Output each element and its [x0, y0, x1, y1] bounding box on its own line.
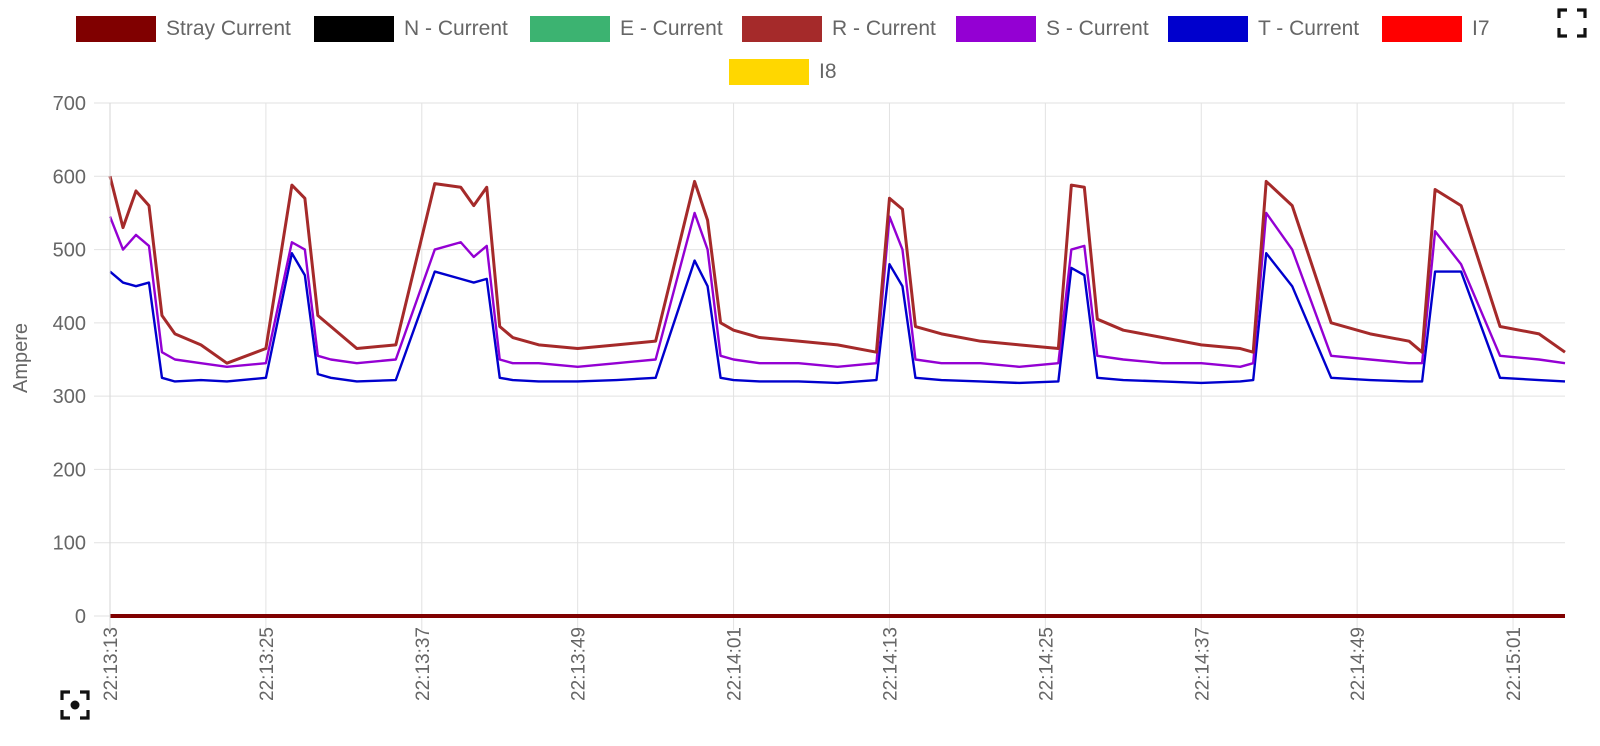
y-tick-label: 400 [53, 313, 86, 335]
legend-label: T - Current [1258, 17, 1360, 40]
legend-label: E - Current [620, 17, 723, 40]
legend-label: I7 [1472, 17, 1490, 40]
legend-swatch [1382, 16, 1462, 42]
legend-item-r-current[interactable]: R - Current [742, 16, 936, 42]
legend-label: Stray Current [166, 17, 291, 40]
legend-item-e-current[interactable]: E - Current [530, 16, 723, 42]
series-line-r-current [108, 175, 1566, 365]
y-tick-label: 600 [53, 166, 86, 188]
y-tick-label: 500 [53, 240, 86, 262]
x-tick-label: 22:14:49 [1348, 627, 1369, 701]
legend-item-s-current[interactable]: S - Current [956, 16, 1149, 42]
y-tick-label: 300 [53, 386, 86, 408]
chart-legend: Stray Current N - Current E - Current R - C… [0, 0, 1530, 100]
axes: 0 100 200 300 400 500 600 700 22:13:13 22:13:25 22… [53, 93, 1525, 701]
x-tick-label: 22:13:37 [413, 627, 434, 701]
legend-swatch [956, 16, 1036, 42]
x-tick-label: 22:13:49 [569, 627, 590, 701]
legend-label: I8 [819, 60, 837, 83]
legend-swatch [76, 16, 156, 42]
legend-item-i7[interactable]: I7 [1382, 16, 1490, 42]
y-tick-label: 700 [53, 93, 86, 115]
y-tick-label: 200 [53, 459, 86, 481]
legend-swatch [729, 59, 809, 85]
x-tick-label: 22:14:37 [1192, 627, 1213, 701]
x-tick-label: 22:13:13 [101, 627, 122, 701]
legend-item-stray-current[interactable]: Stray Current [76, 16, 291, 42]
legend-swatch [742, 16, 822, 42]
series-line-t-current [109, 252, 1566, 385]
series-line-s-current [108, 211, 1566, 369]
x-tick-label: 22:13:25 [257, 627, 278, 701]
y-tick-label: 0 [75, 606, 86, 628]
legend-swatch [530, 16, 610, 42]
x-tick-label: 22:15:01 [1504, 627, 1525, 701]
screenshot-icon[interactable] [58, 688, 92, 722]
legend-label: R - Current [832, 17, 936, 40]
legend-swatch [1168, 16, 1248, 42]
y-axis-label: Ampere [10, 323, 32, 393]
legend-label: N - Current [404, 17, 508, 40]
series-lines [108, 175, 1566, 618]
legend-item-n-current[interactable]: N - Current [314, 16, 508, 42]
x-tick-label: 22:14:25 [1036, 627, 1057, 701]
legend-swatch [314, 16, 394, 42]
x-tick-label: 22:14:13 [880, 627, 901, 701]
y-tick-label: 100 [53, 533, 86, 555]
legend-label: S - Current [1046, 17, 1149, 40]
x-tick-label: 22:14:01 [725, 627, 746, 701]
legend-item-t-current[interactable]: T - Current [1168, 16, 1359, 42]
fullscreen-icon[interactable] [1555, 6, 1589, 40]
legend-item-i8[interactable]: I8 [729, 59, 837, 85]
